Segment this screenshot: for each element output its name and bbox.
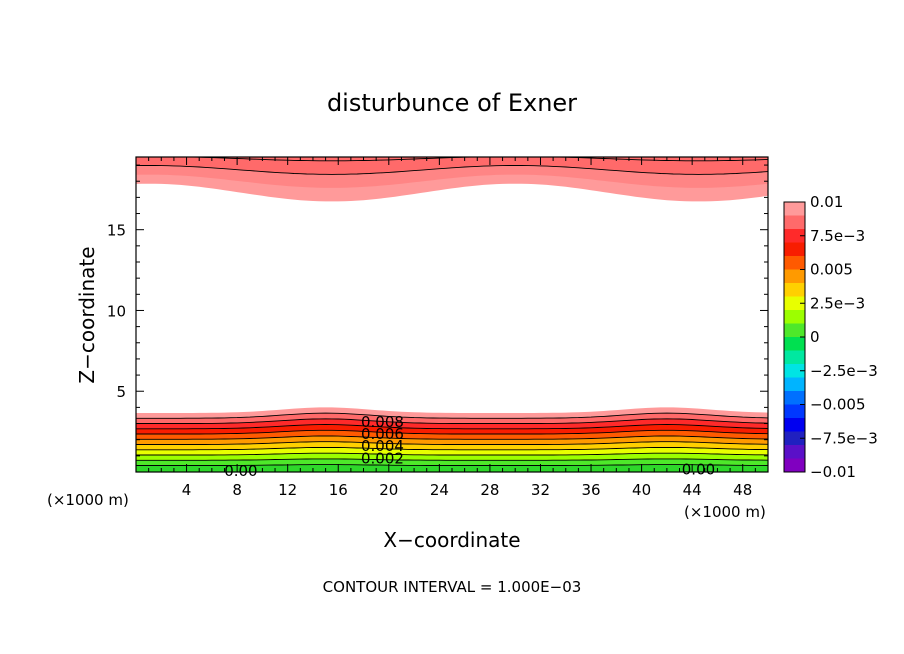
contour-line-upper-2: [135, 165, 769, 175]
colorbar-label: 0.01: [810, 193, 843, 211]
x-unit-right: (×1000 m): [684, 503, 766, 521]
colorbar-swatch: [784, 418, 805, 432]
contour-line-lower-3: [136, 424, 769, 430]
contour-line-lower-6: [136, 441, 769, 445]
contour-line-lower-4: [136, 429, 769, 435]
y-tick-label: 10: [107, 302, 126, 320]
colorbar-swatch: [784, 391, 805, 405]
x-axis-label: X−coordinate: [383, 528, 520, 552]
contour-line-lower-10: [136, 464, 769, 466]
colorbar-swatch: [784, 431, 805, 446]
colorbar-label: 2.5e−3: [810, 294, 865, 312]
y-tick-label: 5: [116, 383, 126, 401]
x-tick-label: 40: [632, 481, 651, 499]
x-unit-left: (×1000 m): [47, 491, 129, 509]
contour-line-lower-2: [136, 418, 769, 424]
colorbar-swatch: [784, 256, 805, 270]
contour-line-lower-8: [136, 452, 769, 456]
contour-line-lower-5: [136, 435, 769, 440]
colorbar-label: 0.005: [810, 261, 853, 279]
contour-label: 0.008: [361, 413, 404, 431]
colorbar-swatch: [784, 404, 805, 419]
x-tick-label: 4: [182, 481, 192, 499]
contour-line-lower-7: [136, 446, 769, 451]
contour-label: 0.00: [682, 461, 715, 479]
x-tick-label: 32: [531, 481, 550, 499]
colorbar-swatch: [784, 283, 805, 297]
contour-line-lower-9: [136, 458, 769, 461]
contour-label: 0.00: [224, 462, 257, 480]
x-tick-label: 12: [278, 481, 297, 499]
y-tick-labels: 5 10 15: [107, 222, 126, 402]
colorbar-swatch: [784, 350, 805, 365]
colorbar: 0.01 7.5e−3 0.005 2.5e−3 0 −2.5e−3 −0.005 −7.5e…: [783, 193, 878, 481]
colorbar-swatch: [784, 229, 805, 243]
contour-line-lower-1: [136, 412, 769, 419]
colorbar-swatch: [784, 242, 805, 257]
x-tick-label: 28: [480, 481, 499, 499]
x-tick-label: 48: [733, 481, 752, 499]
x-tick-labels: 4 8 12 16 20 24 28 32 36 40 44 48: [182, 481, 752, 499]
colorbar-label: −2.5e−3: [810, 362, 878, 380]
x-tick-label: 44: [683, 481, 702, 499]
contour-label: 0.004: [361, 437, 404, 455]
x-tick-label: 16: [329, 481, 348, 499]
colorbar-label: −7.5e−3: [810, 429, 878, 447]
colorbar-label: 0: [810, 328, 820, 346]
colorbar-swatch: [784, 310, 805, 324]
y-axis-label: Z−coordinate: [75, 246, 99, 383]
colorbar-swatch: [784, 202, 805, 216]
colorbar-swatch: [784, 215, 805, 230]
axis-ticks: [136, 157, 768, 472]
colorbar-swatch: [784, 377, 805, 392]
colorbar-label: −0.005: [810, 396, 866, 414]
colorbar-label: 7.5e−3: [810, 227, 865, 245]
x-tick-label: 24: [430, 481, 449, 499]
x-tick-label: 36: [581, 481, 600, 499]
plot-frame: [135, 156, 769, 473]
colorbar-swatch: [784, 445, 805, 459]
y-tick-label: 15: [107, 222, 126, 240]
contour-label: 0.002: [361, 449, 404, 467]
contour-interval-note: CONTOUR INTERVAL = 1.000E−03: [323, 578, 582, 596]
colorbar-swatch: [784, 296, 805, 311]
chart-title: disturbunce of Exner: [327, 89, 577, 117]
colorbar-swatch: [784, 323, 805, 338]
colorbar-swatch: [784, 458, 805, 473]
colorbar-label: −0.01: [810, 463, 856, 481]
x-tick-label: 8: [232, 481, 242, 499]
colorbar-swatch: [784, 364, 805, 378]
colorbar-swatch: [784, 269, 805, 284]
colorbar-swatch: [784, 337, 805, 351]
contour-label: 0.006: [361, 425, 404, 443]
contour-lines: [135, 156, 769, 466]
x-tick-label: 20: [379, 481, 398, 499]
